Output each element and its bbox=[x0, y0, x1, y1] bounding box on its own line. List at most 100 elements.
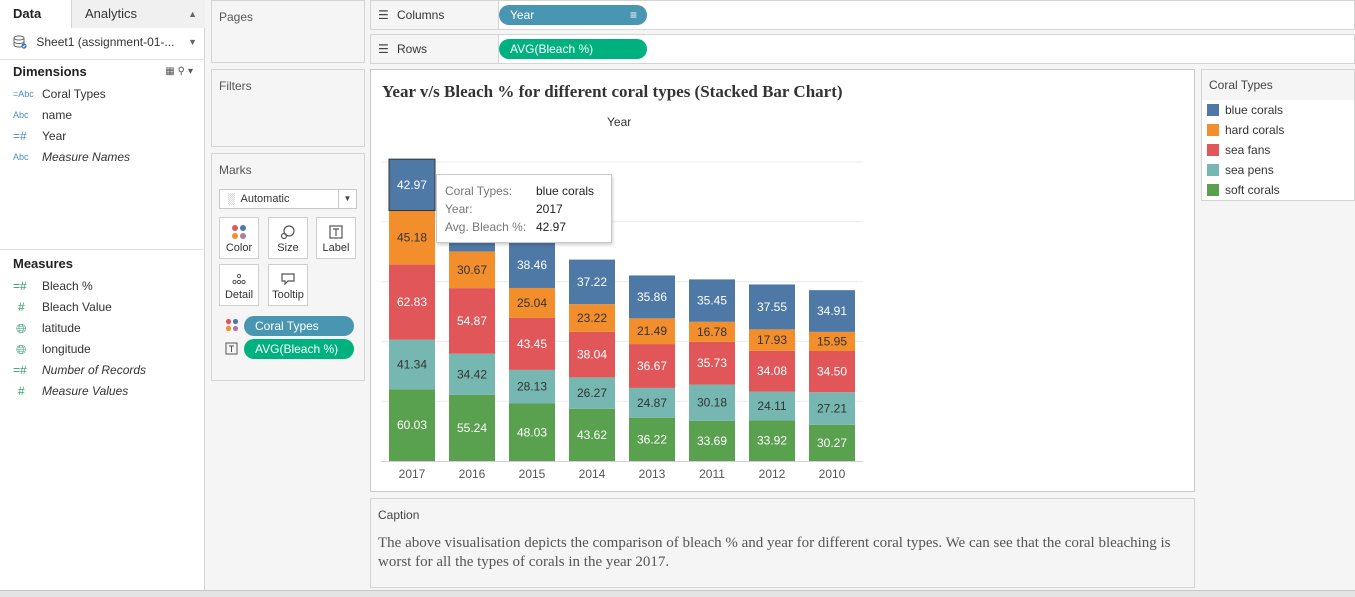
number-field-icon: =# bbox=[13, 129, 27, 143]
data-label: 62.83 bbox=[397, 295, 427, 309]
tab-data[interactable]: Data bbox=[0, 0, 72, 28]
legend-item[interactable]: hard corals bbox=[1202, 120, 1284, 140]
bar-segment bbox=[809, 392, 855, 425]
x-tick-label: 2015 bbox=[519, 467, 546, 481]
legend-item[interactable]: sea pens bbox=[1202, 160, 1284, 180]
bar-segment bbox=[749, 420, 795, 461]
rows-pill-avg-bleach[interactable]: AVG(Bleach %) bbox=[499, 39, 647, 59]
x-tick-label: 2012 bbox=[759, 467, 786, 481]
bar-segment bbox=[388, 158, 436, 212]
legend-title: Coral Types bbox=[1202, 70, 1354, 100]
search-icon[interactable]: ⚲ bbox=[177, 66, 188, 77]
bar-chart-icon: ░ bbox=[228, 194, 236, 205]
data-label: 36.67 bbox=[637, 359, 667, 373]
columns-shelf[interactable]: ☰ Columns Year ≡ bbox=[370, 0, 1355, 30]
field-bleach-pct[interactable]: =# Bleach % bbox=[0, 276, 205, 297]
detail-button[interactable]: Detail bbox=[219, 264, 259, 306]
columns-shelf-label: ☰ Columns bbox=[371, 1, 499, 29]
field-name: Coral Types bbox=[42, 87, 106, 101]
data-label: 35.86 bbox=[637, 290, 667, 304]
bar-segment bbox=[689, 341, 735, 385]
pane-tabs: Data Analytics ▲ ▼ bbox=[0, 0, 205, 47]
color-button-label: Color bbox=[225, 242, 253, 254]
detail-button-label: Detail bbox=[224, 289, 254, 301]
data-label: 33.69 bbox=[697, 434, 727, 448]
bar-segment bbox=[449, 353, 495, 395]
columns-pill-year[interactable]: Year ≡ bbox=[499, 5, 647, 25]
bar-segment bbox=[809, 424, 855, 461]
tab-analytics-label: Analytics bbox=[85, 6, 138, 21]
legend-item[interactable]: blue corals bbox=[1202, 100, 1284, 120]
bar-segment bbox=[689, 321, 735, 342]
pages-card[interactable]: Pages bbox=[211, 0, 365, 63]
color-button[interactable]: Color bbox=[219, 217, 259, 259]
field-name-dimension[interactable]: Abc name bbox=[0, 105, 205, 126]
filters-card[interactable]: Filters bbox=[211, 69, 365, 147]
measures-title: Measures bbox=[13, 256, 73, 271]
bar-segment bbox=[569, 408, 615, 461]
mark-type-dropdown[interactable]: ░ Automatic ▼ bbox=[219, 189, 357, 209]
field-bleach-value[interactable]: # Bleach Value bbox=[0, 297, 205, 318]
data-source[interactable]: Sheet1 (assignment-01-... bbox=[13, 33, 174, 51]
data-label: 42.97 bbox=[397, 178, 427, 192]
bar-segment bbox=[809, 290, 855, 332]
tab-analytics[interactable]: Analytics ▲ ▼ bbox=[72, 0, 205, 47]
rows-label-text: Rows bbox=[397, 42, 428, 56]
field-coral-types[interactable]: =Abc Coral Types bbox=[0, 84, 205, 105]
size-button[interactable]: Size bbox=[268, 217, 308, 259]
field-longitude[interactable]: 🌐︎ longitude bbox=[0, 339, 205, 360]
bar-segment bbox=[749, 284, 795, 330]
data-label: 48.03 bbox=[517, 425, 547, 439]
color-legend: Coral Types blue corals hard corals sea … bbox=[1201, 69, 1355, 201]
menu-caret-icon[interactable]: ▾ bbox=[187, 66, 196, 77]
dimensions-title: Dimensions bbox=[13, 64, 87, 79]
field-measure-values[interactable]: # Measure Values bbox=[0, 381, 205, 402]
marks-pill-coral-types[interactable]: Coral Types bbox=[244, 316, 354, 336]
bar-segment bbox=[509, 241, 555, 288]
caption-title: Caption bbox=[378, 508, 420, 522]
field-number-of-records[interactable]: =# Number of Records bbox=[0, 360, 205, 381]
data-label: 34.42 bbox=[457, 367, 487, 381]
rows-shelf[interactable]: ☰ Rows AVG(Bleach %) bbox=[370, 34, 1355, 64]
legend-list: blue corals hard corals sea fans sea pen… bbox=[1202, 100, 1284, 200]
data-label: 38.04 bbox=[577, 348, 607, 362]
field-latitude[interactable]: 🌐︎ latitude bbox=[0, 318, 205, 339]
columns-icon: ☰ bbox=[378, 8, 389, 22]
dimensions-list: =Abc Coral Types Abc name =# Year Abc Me… bbox=[0, 84, 205, 168]
data-label: 43.45 bbox=[517, 337, 547, 351]
x-tick-label: 2011 bbox=[699, 467, 725, 481]
legend-item[interactable]: soft corals bbox=[1202, 180, 1284, 200]
bar-segment bbox=[509, 317, 555, 370]
measure-field-icon: =# bbox=[13, 363, 27, 377]
bar-segment bbox=[389, 339, 435, 390]
tooltip-row: Avg. Bleach %: 42.97 bbox=[445, 218, 611, 236]
bar-segment bbox=[629, 417, 675, 461]
field-name: Measure Values bbox=[42, 384, 129, 398]
label-button[interactable]: Label bbox=[316, 217, 356, 259]
legend-item[interactable]: sea fans bbox=[1202, 140, 1284, 160]
data-label: 37.55 bbox=[757, 300, 787, 314]
bar-segment bbox=[569, 259, 615, 305]
worksheet-view: Year v/s Bleach % for different coral ty… bbox=[370, 69, 1195, 492]
data-label: 37.22 bbox=[577, 275, 607, 289]
tooltip-button[interactable]: Tooltip bbox=[268, 264, 308, 306]
tooltip-value: 2017 bbox=[536, 202, 563, 216]
chevron-down-icon[interactable]: ▼ bbox=[338, 190, 356, 208]
field-year[interactable]: =# Year bbox=[0, 126, 205, 147]
data-label: 33.92 bbox=[757, 434, 787, 448]
tooltip-row: Year: 2017 bbox=[445, 200, 611, 218]
tooltip-popup: Coral Types: blue corals Year: 2017 Avg. B… bbox=[436, 174, 612, 243]
dimensions-tools[interactable]: ▦⚲▾ bbox=[165, 66, 196, 77]
legend-label: blue corals bbox=[1225, 103, 1284, 117]
x-tick-label: 2010 bbox=[819, 467, 846, 481]
sort-descending-icon[interactable]: ≡ bbox=[629, 8, 637, 22]
marks-pill-avg-bleach[interactable]: AVG(Bleach %) bbox=[244, 339, 354, 359]
field-name: Number of Records bbox=[42, 363, 147, 377]
globe-icon: 🌐︎ bbox=[16, 321, 27, 336]
sheet-tabs-strip[interactable] bbox=[0, 590, 1355, 597]
string-field-icon: Abc bbox=[13, 152, 29, 162]
view-list-icon[interactable]: ▦ bbox=[165, 66, 178, 77]
field-name: Bleach % bbox=[42, 279, 93, 293]
field-measure-names[interactable]: Abc Measure Names bbox=[0, 147, 205, 168]
tab-sorter-icon[interactable]: ▲ ▼ bbox=[188, 9, 197, 47]
